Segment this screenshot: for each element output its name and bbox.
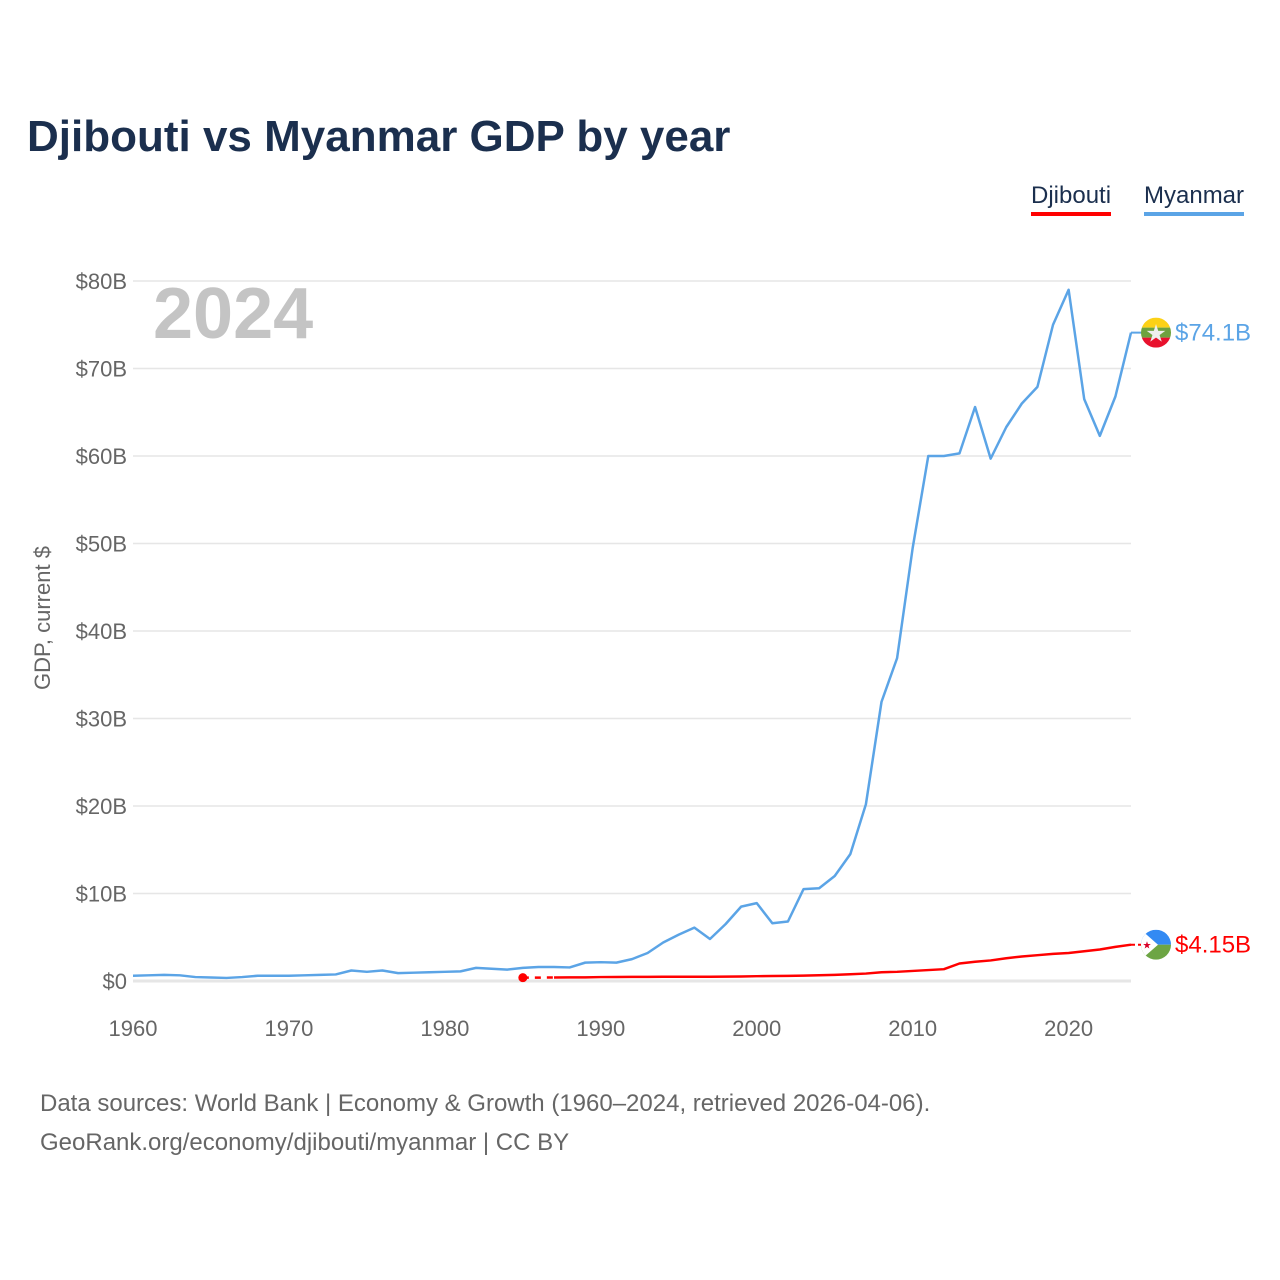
legend-myanmar[interactable]: Myanmar xyxy=(1144,182,1245,216)
chart-title: Djibouti vs Myanmar GDP by year xyxy=(27,112,731,161)
djibouti-flag-icon: ★ xyxy=(1141,929,1171,960)
y-tick-label: $0 xyxy=(103,969,127,994)
flag-star: ★ xyxy=(1143,941,1152,952)
myanmar-flag-icon: ★ xyxy=(1141,317,1171,348)
flag-star: ★ xyxy=(1145,321,1167,348)
flag-stripe xyxy=(1141,317,1171,328)
x-tick-label: 1970 xyxy=(264,1016,313,1041)
x-tick-label: 2020 xyxy=(1044,1016,1093,1041)
y-tick-label: $30B xyxy=(76,707,127,732)
x-tick-label: 2000 xyxy=(732,1016,781,1041)
y-tick-label: $80B xyxy=(76,269,127,294)
y-tick-label: $20B xyxy=(76,794,127,819)
end-value-label: $74.1B xyxy=(1175,320,1251,347)
y-tick-label: $10B xyxy=(76,882,127,907)
flag-stripe xyxy=(1141,327,1171,338)
year-watermark: 2024 xyxy=(153,274,313,354)
x-tick-label: 1990 xyxy=(576,1016,625,1041)
y-tick-label: $60B xyxy=(76,444,127,469)
data-sources: Data sources: World Bank | Economy & Gro… xyxy=(40,1090,931,1117)
series-line-myanmar xyxy=(132,288,1133,980)
x-tick-label: 1960 xyxy=(109,1016,158,1041)
x-tick-label: 1980 xyxy=(420,1016,469,1041)
flag-stripe xyxy=(1141,337,1171,348)
series-line-djibouti xyxy=(554,943,1132,979)
y-tick-label: $50B xyxy=(76,532,127,557)
end-value-label: $4.15B xyxy=(1175,932,1251,959)
y-tick-label: $70B xyxy=(76,357,127,382)
y-axis-label: GDP, current $ xyxy=(30,546,55,690)
x-tick-label: 2010 xyxy=(888,1016,937,1041)
flag-triangle xyxy=(1141,929,1158,960)
source-link[interactable]: GeoRank.org/economy/djibouti/myanmar | C… xyxy=(40,1129,570,1156)
y-tick-label: $40B xyxy=(76,619,127,644)
footer: Data sources: World Bank | Economy & Gro… xyxy=(40,1084,930,1162)
legend-djibouti[interactable]: Djibouti xyxy=(1031,182,1112,216)
